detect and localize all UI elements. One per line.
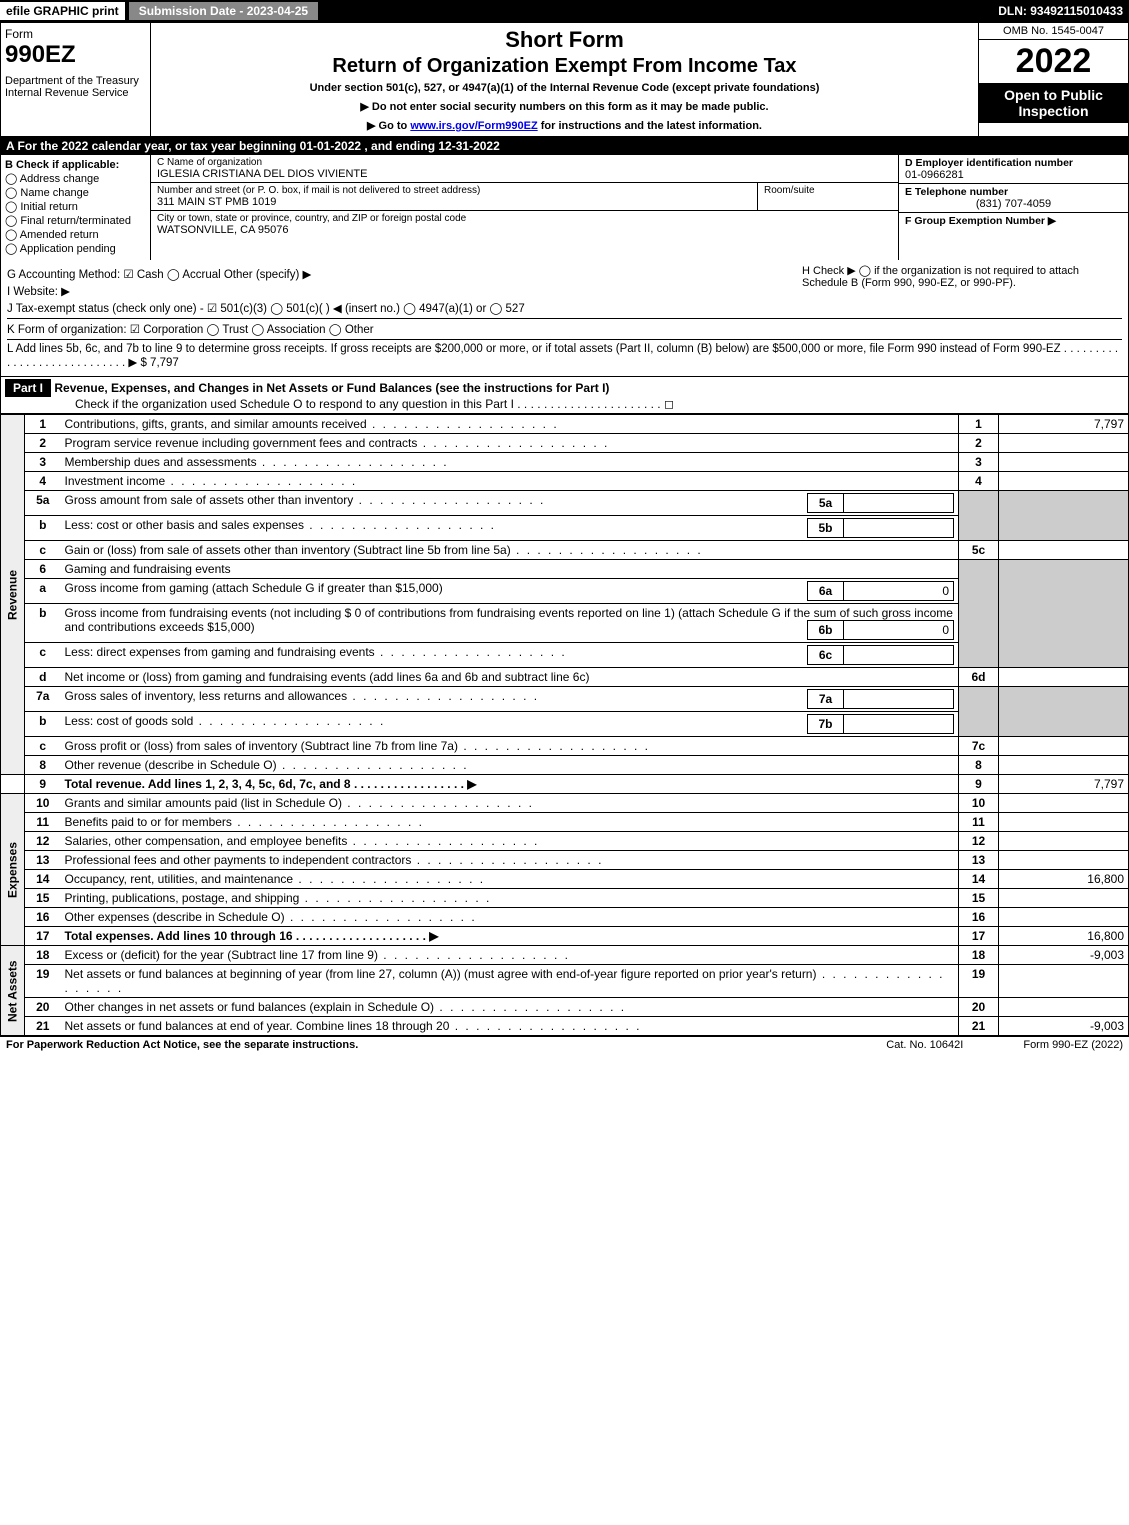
- chk-address-change[interactable]: ◯ Address change: [5, 172, 146, 185]
- amt-2: [999, 434, 1129, 453]
- amt-21: -9,003: [999, 1017, 1129, 1036]
- C-street-label: Number and street (or P. O. box, if mail…: [157, 185, 751, 196]
- irs-link[interactable]: www.irs.gov/Form990EZ: [410, 120, 537, 132]
- part1-header: Part I Revenue, Expenses, and Changes in…: [0, 377, 1129, 414]
- D-ein-cell: D Employer identification number 01-0966…: [899, 155, 1128, 184]
- dln: DLN: 93492115010433: [998, 4, 1129, 18]
- col-D: D Employer identification number 01-0966…: [898, 155, 1128, 260]
- B-label: B Check if applicable:: [5, 159, 146, 171]
- amt-16: [999, 908, 1129, 927]
- dept-treasury: Department of the Treasury Internal Reve…: [5, 75, 146, 99]
- org-name: IGLESIA CRISTIANA DEL DIOS VIVIENTE: [157, 168, 892, 180]
- D-ein-label: D Employer identification number: [905, 157, 1122, 169]
- C-street-cell: Number and street (or P. O. box, if mail…: [151, 183, 758, 210]
- chk-initial-return[interactable]: ◯ Initial return: [5, 200, 146, 213]
- row-J: J Tax-exempt status (check only one) - ☑…: [7, 301, 1122, 315]
- footer: For Paperwork Reduction Act Notice, see …: [0, 1036, 1129, 1053]
- col-B: B Check if applicable: ◯ Address change …: [1, 155, 151, 260]
- form-footer: Form 990-EZ (2022): [1023, 1039, 1123, 1051]
- org-street: 311 MAIN ST PMB 1019: [157, 196, 751, 208]
- amt-14: 16,800: [999, 870, 1129, 889]
- room-suite-label: Room/suite: [758, 183, 898, 210]
- amt-19: [999, 965, 1129, 998]
- submission-date: Submission Date - 2023-04-25: [129, 2, 318, 20]
- C-city-label: City or town, state or province, country…: [157, 213, 892, 224]
- amt-17: 16,800: [999, 927, 1129, 946]
- amt-15: [999, 889, 1129, 908]
- form-title: Return of Organization Exempt From Incom…: [159, 55, 970, 78]
- part1-title: Revenue, Expenses, and Changes in Net As…: [54, 381, 609, 395]
- amt-20: [999, 998, 1129, 1017]
- form-subtitle: Under section 501(c), 527, or 4947(a)(1)…: [159, 82, 970, 94]
- efile-label[interactable]: efile GRAPHIC print: [0, 2, 125, 20]
- mid-rows: H Check ▶ ◯ if the organization is not r…: [0, 260, 1129, 377]
- header-left: Form 990EZ Department of the Treasury In…: [1, 23, 151, 136]
- short-form-title: Short Form: [159, 27, 970, 53]
- amt-11: [999, 813, 1129, 832]
- cat-no: Cat. No. 10642I: [886, 1039, 963, 1051]
- row-A: A For the 2022 calendar year, or tax yea…: [0, 137, 1129, 155]
- E-tel-label: E Telephone number: [905, 186, 1122, 198]
- org-city: WATSONVILLE, CA 95076: [157, 224, 892, 236]
- C-name-label: C Name of organization: [157, 157, 892, 168]
- side-expenses: Expenses: [1, 794, 25, 946]
- F-group-cell: F Group Exemption Number ▶: [899, 213, 1128, 229]
- lines-table: Revenue 1Contributions, gifts, grants, a…: [0, 414, 1129, 1036]
- goto-post: for instructions and the latest informat…: [538, 120, 762, 132]
- row-K: K Form of organization: ☑ Corporation ◯ …: [7, 318, 1122, 336]
- tel-value: (831) 707-4059: [905, 198, 1122, 210]
- header-center: Short Form Return of Organization Exempt…: [151, 23, 978, 136]
- top-bar: efile GRAPHIC print Submission Date - 20…: [0, 0, 1129, 22]
- amt-6d: [999, 668, 1129, 687]
- goto-pre: ▶ Go to: [367, 120, 410, 132]
- amt-4: [999, 472, 1129, 491]
- amt-13: [999, 851, 1129, 870]
- amt-7c: [999, 737, 1129, 756]
- side-netassets: Net Assets: [1, 946, 25, 1036]
- amt-8: [999, 756, 1129, 775]
- info-block: B Check if applicable: ◯ Address change …: [0, 155, 1129, 260]
- open-public-inspection: Open to Public Inspection: [979, 83, 1128, 123]
- C-city-cell: City or town, state or province, country…: [151, 211, 898, 238]
- F-group-label: F Group Exemption Number ▶: [905, 215, 1122, 227]
- amt-12: [999, 832, 1129, 851]
- header-right: OMB No. 1545-0047 2022 Open to Public In…: [978, 23, 1128, 136]
- amt-3: [999, 453, 1129, 472]
- form-word: Form: [5, 27, 146, 41]
- chk-name-change[interactable]: ◯ Name change: [5, 186, 146, 199]
- chk-amended-return[interactable]: ◯ Amended return: [5, 228, 146, 241]
- E-tel-cell: E Telephone number (831) 707-4059: [899, 184, 1128, 213]
- col-C: C Name of organization IGLESIA CRISTIANA…: [151, 155, 898, 260]
- amt-18: -9,003: [999, 946, 1129, 965]
- ein-value: 01-0966281: [905, 169, 1122, 181]
- form-number: 990EZ: [5, 41, 146, 69]
- part1-check: Check if the organization used Schedule …: [75, 397, 674, 411]
- amt-9: 7,797: [999, 775, 1129, 794]
- amt-1: 7,797: [999, 415, 1129, 434]
- ssn-warning: ▶ Do not enter social security numbers o…: [159, 100, 970, 113]
- chk-application-pending[interactable]: ◯ Application pending: [5, 242, 146, 255]
- part1-label: Part I: [5, 379, 51, 397]
- paperwork-notice: For Paperwork Reduction Act Notice, see …: [6, 1039, 358, 1051]
- goto-line: ▶ Go to www.irs.gov/Form990EZ for instru…: [159, 119, 970, 132]
- C-name-cell: C Name of organization IGLESIA CRISTIANA…: [151, 155, 898, 183]
- row-L: L Add lines 5b, 6c, and 7b to line 9 to …: [7, 339, 1122, 369]
- chk-final-return[interactable]: ◯ Final return/terminated: [5, 214, 146, 227]
- side-revenue: Revenue: [1, 415, 25, 775]
- amt-10: [999, 794, 1129, 813]
- omb-number: OMB No. 1545-0047: [979, 23, 1128, 40]
- form-header: Form 990EZ Department of the Treasury In…: [0, 22, 1129, 137]
- amt-5c: [999, 541, 1129, 560]
- row-H: H Check ▶ ◯ if the organization is not r…: [802, 264, 1122, 289]
- tax-year: 2022: [979, 40, 1128, 83]
